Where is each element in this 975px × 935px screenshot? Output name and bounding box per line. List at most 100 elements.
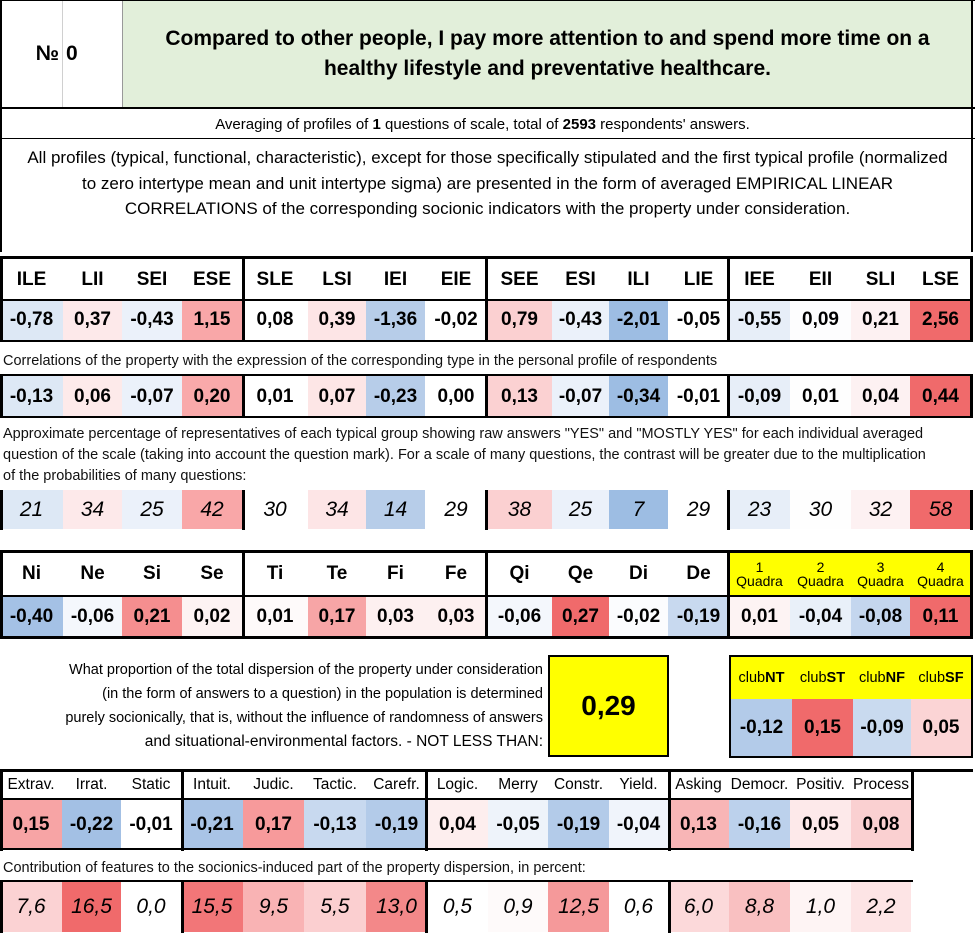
club-header: club NT [731, 657, 792, 699]
trait-header: Merry [498, 776, 538, 793]
type-correlation-value: 0,13 [487, 376, 552, 417]
function-header: Fi [387, 563, 404, 584]
description-text: All profiles (typical, functional, chara… [27, 148, 948, 218]
quadra-header: 4 Quadra [910, 553, 971, 595]
trait-value: 0,13 [668, 800, 729, 849]
type-percentage-value: 34 [308, 490, 366, 529]
frame-summary-bot [0, 138, 975, 139]
function-group-divider [485, 550, 488, 639]
question-text: Compared to other people, I pay more att… [165, 27, 930, 80]
trait-contribution: 8,8 [729, 882, 790, 932]
dispersion-line: (in the form of answers to a question) i… [102, 686, 543, 702]
club-border-bot [729, 756, 973, 758]
summary-respondents: 2593 [562, 116, 597, 133]
type-percentage-value: 25 [122, 490, 182, 529]
type-correlation-value: -0,07 [552, 376, 609, 417]
trait-value: 0,04 [427, 800, 488, 849]
contribution-border-top [0, 880, 913, 882]
type-header: EII [808, 269, 833, 290]
type-group-divider [485, 256, 488, 341]
type-group-divider [727, 490, 730, 530]
type-group-divider [242, 490, 245, 530]
club-value: -0,09 [853, 699, 911, 757]
club-code: ST [826, 670, 846, 686]
quadra-label: Quadra [917, 573, 964, 589]
type-percentage-value: 29 [425, 490, 487, 529]
quadra-header: 3 Quadra [851, 553, 910, 595]
quadra-header: 1 Quadra [729, 553, 790, 595]
type-group-divider [970, 256, 973, 341]
type-correlation-value: -0,09 [729, 376, 790, 417]
club-code: NF [885, 670, 905, 686]
quadra-header: 2 Quadra [790, 553, 851, 595]
type-correlation-value: 0,06 [63, 376, 122, 417]
type-profile-value: 0,08 [242, 300, 308, 340]
contribution-group-divider [425, 880, 428, 933]
quadra-value: 0,11 [910, 596, 971, 637]
trait-value: -0,19 [548, 800, 609, 849]
function-value: 0,02 [182, 596, 242, 637]
type-header: LSI [322, 269, 352, 290]
type-header: EIE [440, 269, 472, 290]
type-percentage-value: 30 [790, 490, 851, 529]
number-value: 0 [66, 42, 78, 65]
trait-border-mid [0, 798, 913, 800]
type-profile-value: 0,39 [308, 300, 366, 340]
function-header: Ni [22, 563, 41, 584]
function-value: 0,01 [242, 596, 308, 637]
trait-value: -0,05 [488, 800, 548, 849]
type-correlation-value: -0,13 [0, 376, 63, 417]
quadra-value: -0,04 [790, 596, 851, 637]
summary-line: Averaging of profiles of 1 questions of … [0, 111, 965, 138]
description: All profiles (typical, functional, chara… [20, 145, 955, 225]
trait-group-divider [425, 769, 428, 851]
type-profile-value: -2,01 [609, 300, 668, 340]
club-value: 0,05 [911, 699, 971, 757]
type-group-divider [485, 490, 488, 530]
type-percentage-value: 34 [63, 490, 122, 529]
trait-value: -0,22 [62, 800, 121, 849]
trait-contribution: 0,0 [121, 882, 181, 932]
type-correlation-value: 0,07 [308, 376, 366, 417]
dispersion-line: purely socionically, that is, without th… [65, 710, 543, 726]
type-header: LIE [683, 269, 714, 290]
trait-header: Process [853, 776, 909, 793]
type-header: ESE [192, 269, 232, 290]
type-percentage-value: 38 [487, 490, 552, 529]
function-value: 0,03 [366, 596, 425, 637]
function-value: 0,27 [552, 596, 609, 637]
type-percentage-value: 29 [668, 490, 729, 529]
type-percentage-value: 58 [910, 490, 971, 529]
type-group-divider [0, 256, 3, 341]
type-group-divider [970, 490, 973, 530]
function-header: Se [200, 563, 224, 584]
type-percentage-value: 7 [609, 490, 668, 529]
dispersion-line: and situational-environmental factors. -… [144, 733, 543, 750]
type-group-divider [0, 490, 3, 530]
type-header: SEI [136, 269, 168, 290]
type-correlation-value: 0,04 [851, 376, 910, 417]
function-group-divider [970, 550, 973, 639]
function-header: Qe [567, 563, 594, 584]
trait-contribution: 5,5 [304, 882, 366, 932]
type-header: SEE [500, 269, 539, 290]
correlation-note: Correlations of the property with the ex… [3, 353, 718, 369]
trait-header: Positiv. [796, 776, 845, 793]
type-percentage-value: 32 [851, 490, 910, 529]
quadra-number: 2 [816, 559, 825, 575]
type-profile-value: -0,55 [729, 300, 790, 340]
function-header: Qi [509, 563, 530, 584]
trait-contribution: 0,5 [427, 882, 488, 932]
trait-contribution: 12,5 [548, 882, 609, 932]
type-percentage-value: 30 [242, 490, 308, 529]
type-header: ILI [627, 269, 650, 290]
type-group-divider [970, 374, 973, 418]
type-group-divider [485, 374, 488, 418]
trait-contribution: 6,0 [668, 882, 729, 932]
type-header: ILE [16, 269, 47, 290]
trait-header: Tactic. [313, 776, 357, 793]
type-header: ESI [565, 269, 596, 290]
type-profile-value: 0,37 [63, 300, 122, 340]
trait-header: Irrat. [75, 776, 108, 793]
